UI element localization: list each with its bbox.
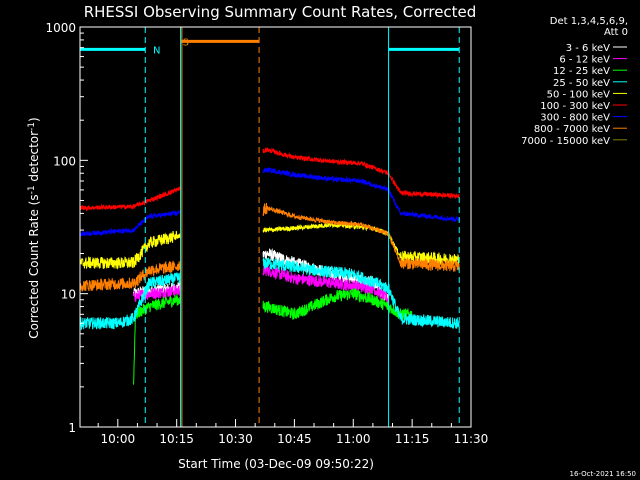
chart-title: RHESSI Observing Summary Count Rates, Co… <box>84 3 477 21</box>
legend-header-1: Att 0 <box>604 27 628 38</box>
series-line-2 <box>133 287 413 385</box>
series-line-3 <box>79 257 460 331</box>
x-tick-label-0: 10:00 <box>101 432 136 446</box>
legend-label-5: 100 - 300 keV <box>540 101 610 112</box>
y-tick-label-2: 100 <box>53 154 76 168</box>
flag-label-S: S <box>183 37 189 48</box>
legend-header-0: Det 1,3,4,5,6,9, <box>550 16 628 27</box>
legend-label-0: 3 - 6 keV <box>566 43 610 54</box>
flag-label-N: N <box>153 45 160 56</box>
plot-frame <box>79 26 472 428</box>
legend-label-6: 300 - 800 keV <box>540 113 610 124</box>
legend-label-2: 12 - 25 keV <box>553 66 610 77</box>
y-tick-label-3: 1000 <box>45 21 76 35</box>
legend-label-7: 800 - 7000 keV <box>534 124 610 135</box>
series-line-5 <box>79 146 460 212</box>
legend-label-4: 50 - 100 keV <box>547 89 611 100</box>
x-tick-label-5: 11:15 <box>395 432 430 446</box>
series-line-4 <box>79 221 460 270</box>
series-line-6 <box>79 166 460 237</box>
x-tick-label-2: 10:30 <box>218 432 253 446</box>
y-tick-label-0: 1 <box>68 421 76 435</box>
legend-label-8: 7000 - 15000 keV <box>521 136 610 147</box>
x-tick-label-4: 11:00 <box>336 432 371 446</box>
legend-label-3: 25 - 50 keV <box>553 78 610 89</box>
x-axis-label: Start Time (03-Dec-09 09:50:22) <box>178 457 374 471</box>
legend-label-1: 6 - 12 keV <box>559 55 610 66</box>
y-tick-label-1: 10 <box>61 288 76 302</box>
x-tick-label-1: 10:15 <box>159 432 194 446</box>
y-axis-label: Corrected Count Rate (s-1 detector-1) <box>27 117 41 338</box>
series-line-7 <box>79 202 460 292</box>
x-tick-label-3: 10:45 <box>277 432 312 446</box>
footer-date: 16-Oct-2021 16:50 <box>570 470 636 478</box>
x-tick-label-6: 11:30 <box>454 432 489 446</box>
